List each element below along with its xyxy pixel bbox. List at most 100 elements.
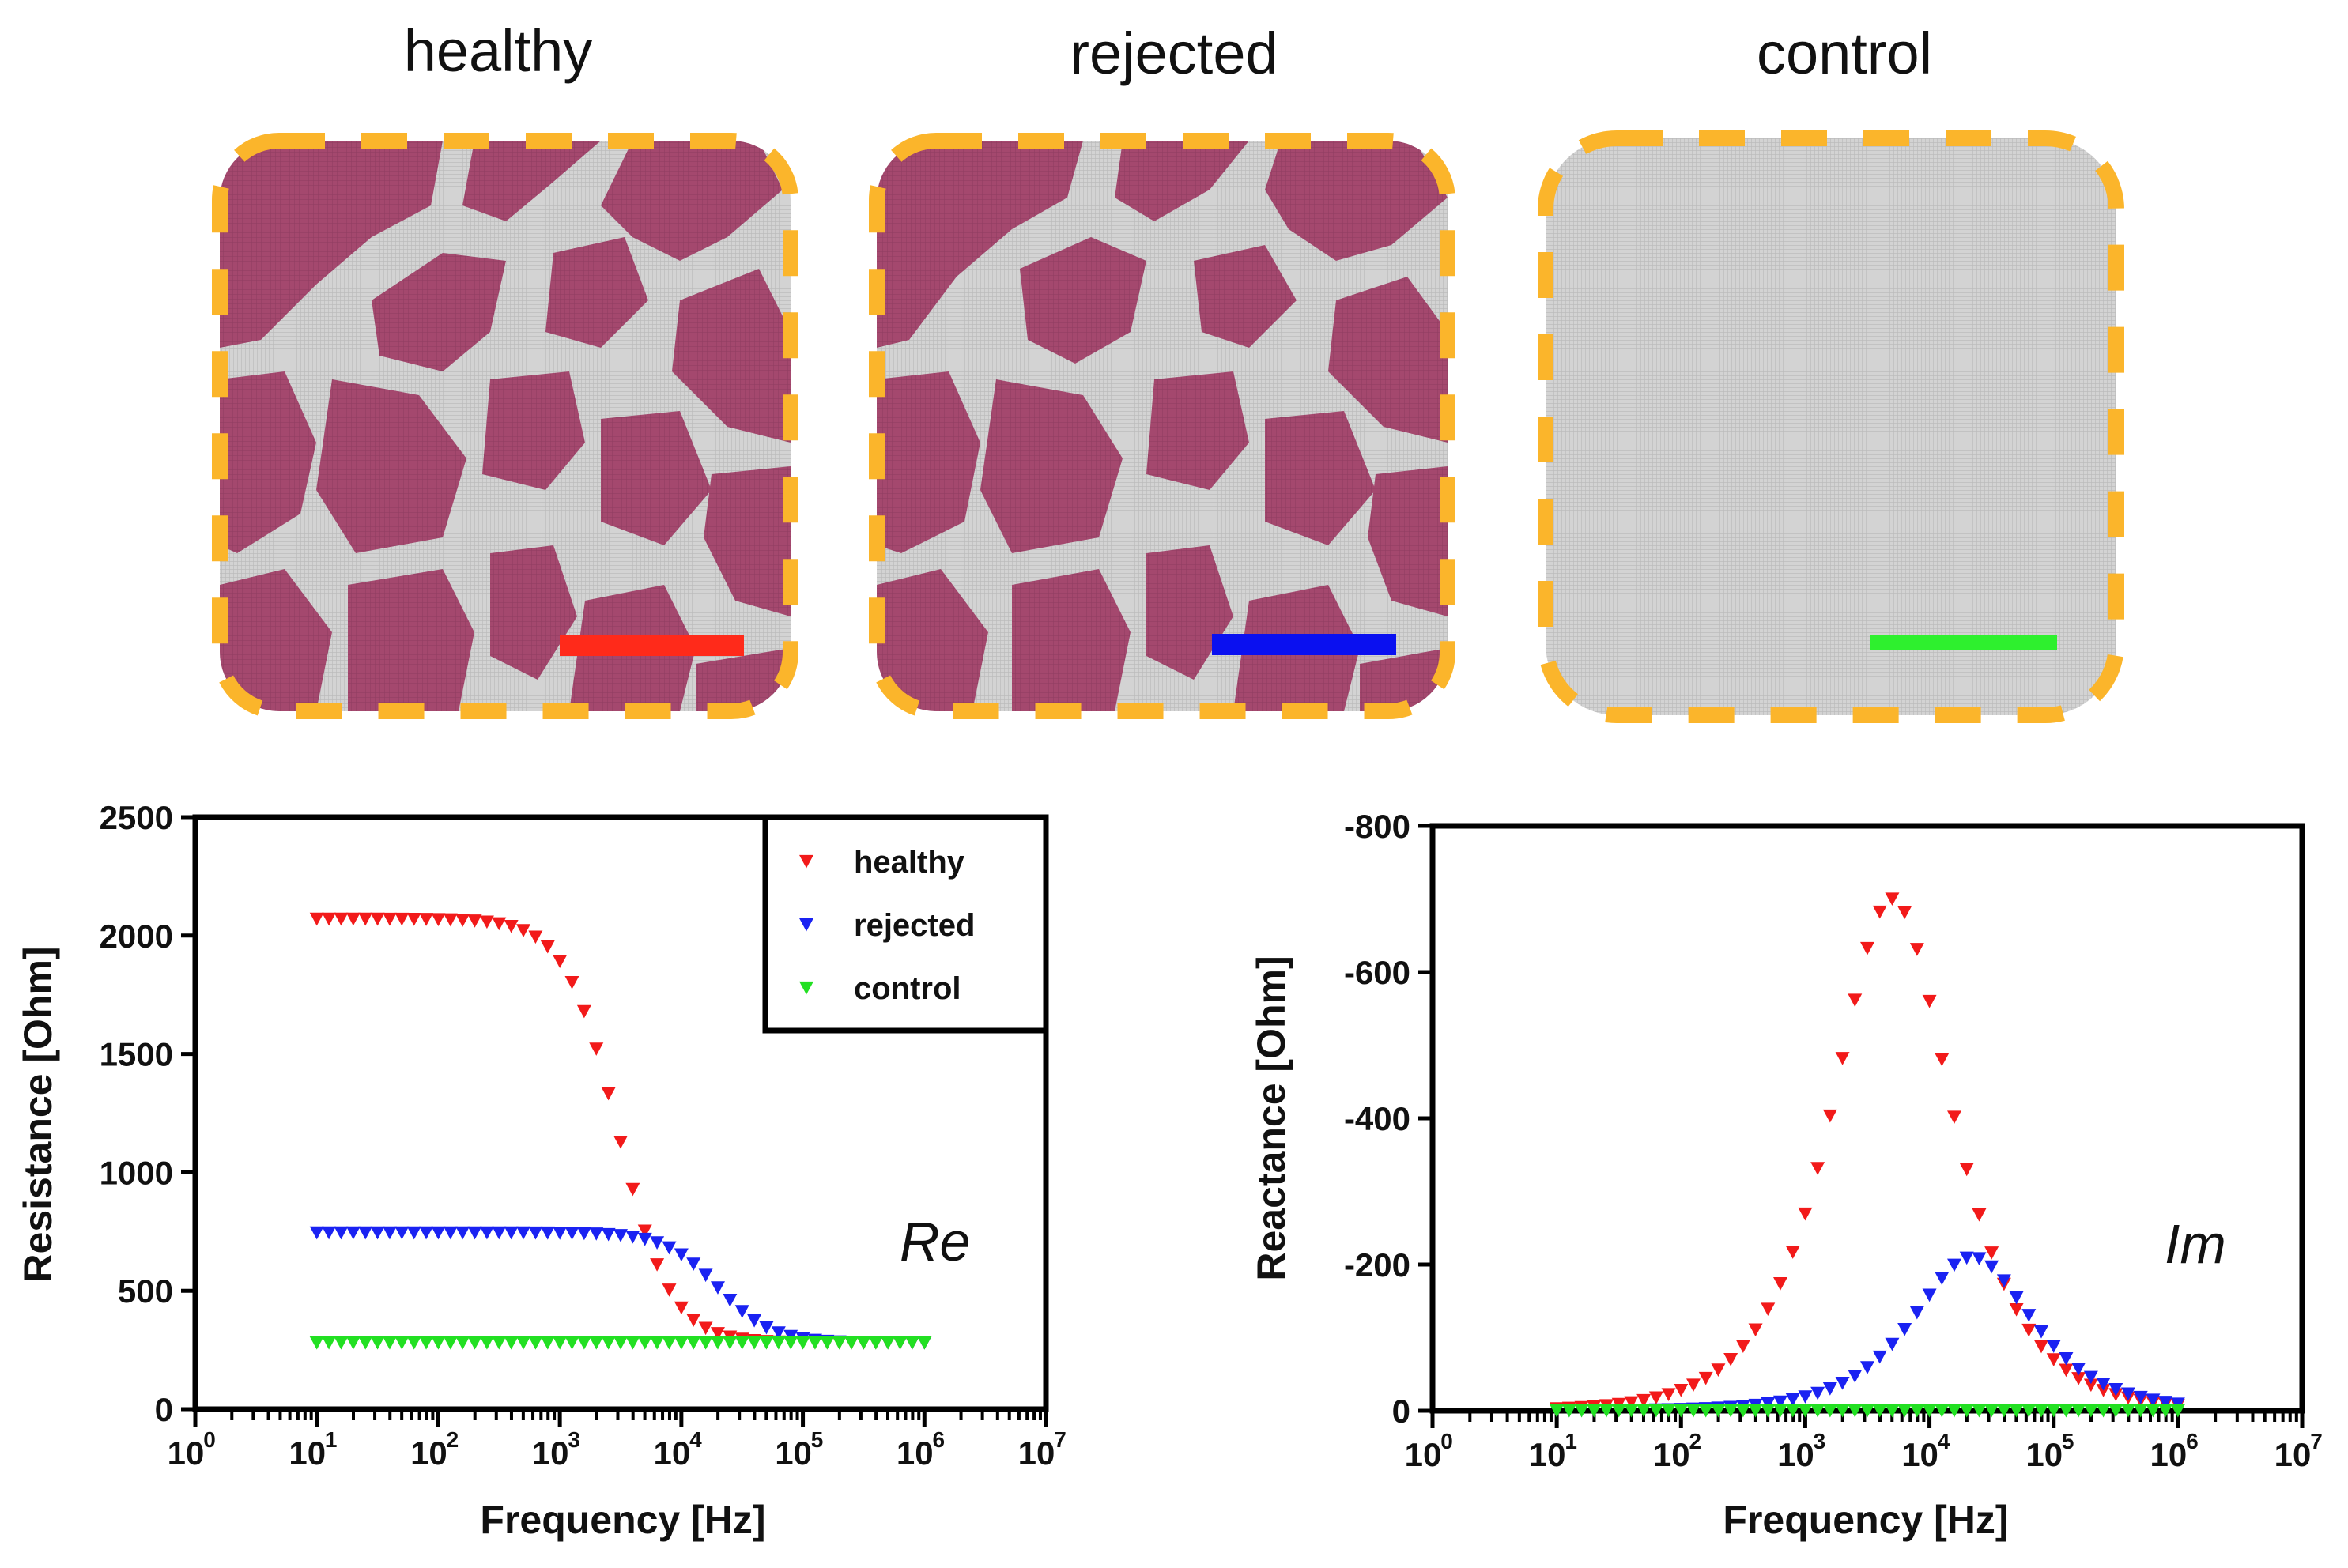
- data-point-rejected: [334, 1226, 349, 1240]
- data-point-healthy: [540, 940, 555, 954]
- data-point-healthy: [2059, 1363, 2074, 1378]
- data-point-rejected: [1935, 1272, 1950, 1286]
- data-point-control: [1636, 1404, 1652, 1418]
- data-point-healthy: [1674, 1384, 1689, 1397]
- data-point-healthy: [309, 912, 324, 926]
- data-point-control: [1723, 1404, 1738, 1418]
- x-tick-label: 10: [1405, 1436, 1442, 1473]
- data-point-control: [2059, 1404, 2074, 1418]
- data-point-healthy: [504, 920, 519, 933]
- data-point-control: [504, 1336, 519, 1350]
- data-point-control: [650, 1336, 665, 1350]
- data-point-control: [807, 1336, 822, 1350]
- data-point-rejected: [601, 1227, 616, 1242]
- data-point-control: [334, 1336, 349, 1350]
- data-point-control: [382, 1336, 397, 1350]
- y-tick-label: 1500: [100, 1036, 173, 1073]
- data-point-control: [2133, 1404, 2148, 1418]
- data-point-healthy: [1661, 1388, 1676, 1401]
- data-point-healthy: [710, 1327, 725, 1340]
- data-point-healthy: [637, 1224, 652, 1238]
- x-tick-exponent: 2: [447, 1427, 459, 1452]
- data-point-rejected: [358, 1226, 373, 1240]
- legend-marker-healthy: [799, 854, 813, 869]
- x-tick-exponent: 1: [325, 1427, 338, 1452]
- data-point-rejected: [1885, 1337, 1900, 1351]
- data-point-control: [844, 1336, 859, 1350]
- tissue-image-rejected: [869, 133, 1455, 719]
- data-point-healthy: [1922, 994, 1937, 1008]
- data-point-control: [771, 1336, 786, 1350]
- data-point-control: [394, 1336, 410, 1350]
- data-point-control: [1698, 1404, 1713, 1418]
- data-point-rejected: [1822, 1382, 1837, 1396]
- data-point-control: [1587, 1404, 1602, 1418]
- data-point-healthy: [1735, 1340, 1750, 1353]
- data-point-rejected: [419, 1226, 434, 1240]
- data-point-control: [564, 1336, 579, 1350]
- data-point-rejected: [637, 1232, 652, 1246]
- x-tick-exponent: 1: [1565, 1429, 1577, 1453]
- data-point-control: [345, 1336, 361, 1350]
- x-tick-label: 10: [897, 1434, 934, 1472]
- data-point-control: [1848, 1404, 1863, 1418]
- data-point-rejected: [613, 1229, 628, 1242]
- data-point-healthy: [394, 912, 410, 926]
- data-point-rejected: [2133, 1390, 2148, 1404]
- data-point-healthy: [650, 1258, 665, 1272]
- data-point-control: [589, 1336, 604, 1350]
- data-point-rejected: [2121, 1387, 2135, 1401]
- data-point-control: [1922, 1404, 1937, 1418]
- data-point-control: [540, 1336, 555, 1350]
- data-point-control: [1735, 1404, 1750, 1418]
- annotation-re: Re: [900, 1211, 970, 1272]
- data-point-rejected: [625, 1231, 640, 1244]
- x-tick-exponent: 4: [1938, 1429, 1950, 1453]
- data-point-healthy: [322, 912, 337, 926]
- data-point-control: [734, 1336, 749, 1350]
- data-point-rejected: [1984, 1260, 1999, 1274]
- data-point-control: [1785, 1404, 1800, 1418]
- data-point-control: [747, 1336, 762, 1350]
- data-point-rejected: [1785, 1393, 1800, 1407]
- data-point-healthy: [2034, 1340, 2048, 1354]
- data-point-rejected: [1897, 1322, 1912, 1336]
- data-point-healthy: [1624, 1396, 1639, 1410]
- y-tick-label: 2500: [100, 799, 173, 836]
- data-point-rejected: [564, 1227, 579, 1240]
- legend: healthy rejected control: [762, 814, 1049, 1034]
- data-point-healthy: [1761, 1302, 1776, 1317]
- data-point-healthy: [1798, 1207, 1813, 1221]
- plot-frame: [1429, 823, 2305, 1414]
- data-point-control: [1835, 1404, 1850, 1418]
- data-point-healthy: [382, 912, 397, 926]
- tissue-image-healthy: [212, 133, 798, 719]
- data-point-control: [1561, 1404, 1576, 1418]
- data-point-healthy: [1723, 1353, 1738, 1366]
- data-point-rejected: [710, 1281, 725, 1295]
- data-point-rejected: [674, 1248, 689, 1262]
- x-tick-exponent: 6: [932, 1427, 945, 1452]
- data-point-rejected: [455, 1226, 470, 1240]
- data-point-healthy: [334, 912, 349, 926]
- data-point-rejected: [1872, 1350, 1887, 1364]
- data-point-control: [2034, 1404, 2048, 1418]
- legend-label-healthy: healthy: [854, 845, 965, 880]
- data-point-rejected: [2071, 1362, 2086, 1376]
- data-point-healthy: [1909, 943, 1924, 956]
- legend-label-rejected: rejected: [854, 908, 975, 943]
- data-point-control: [2108, 1404, 2123, 1418]
- data-point-control: [601, 1336, 616, 1350]
- data-point-control: [358, 1336, 373, 1350]
- legend-marker-control: [799, 981, 813, 995]
- data-point-control: [492, 1336, 507, 1350]
- data-point-healthy: [2071, 1372, 2086, 1385]
- data-point-rejected: [1909, 1306, 1924, 1320]
- data-point-rejected: [1773, 1395, 1787, 1409]
- x-tick-label: 10: [289, 1434, 326, 1472]
- data-point-control: [2158, 1404, 2173, 1418]
- x-tick-exponent: 7: [2310, 1429, 2323, 1453]
- x-tick-exponent: 4: [689, 1427, 702, 1452]
- data-point-healthy: [1872, 905, 1887, 919]
- data-point-control: [1686, 1404, 1701, 1418]
